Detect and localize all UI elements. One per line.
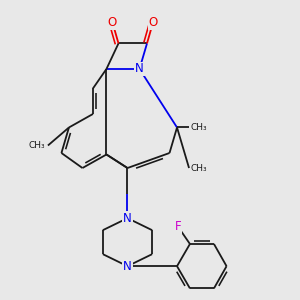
Text: F: F xyxy=(175,220,181,233)
Text: O: O xyxy=(148,16,158,29)
Text: N: N xyxy=(135,62,144,75)
Text: CH₃: CH₃ xyxy=(190,123,207,132)
Text: N: N xyxy=(123,212,132,225)
Text: N: N xyxy=(123,260,132,273)
Text: O: O xyxy=(108,16,117,29)
Text: CH₃: CH₃ xyxy=(190,164,207,172)
Text: CH₃: CH₃ xyxy=(29,141,46,150)
